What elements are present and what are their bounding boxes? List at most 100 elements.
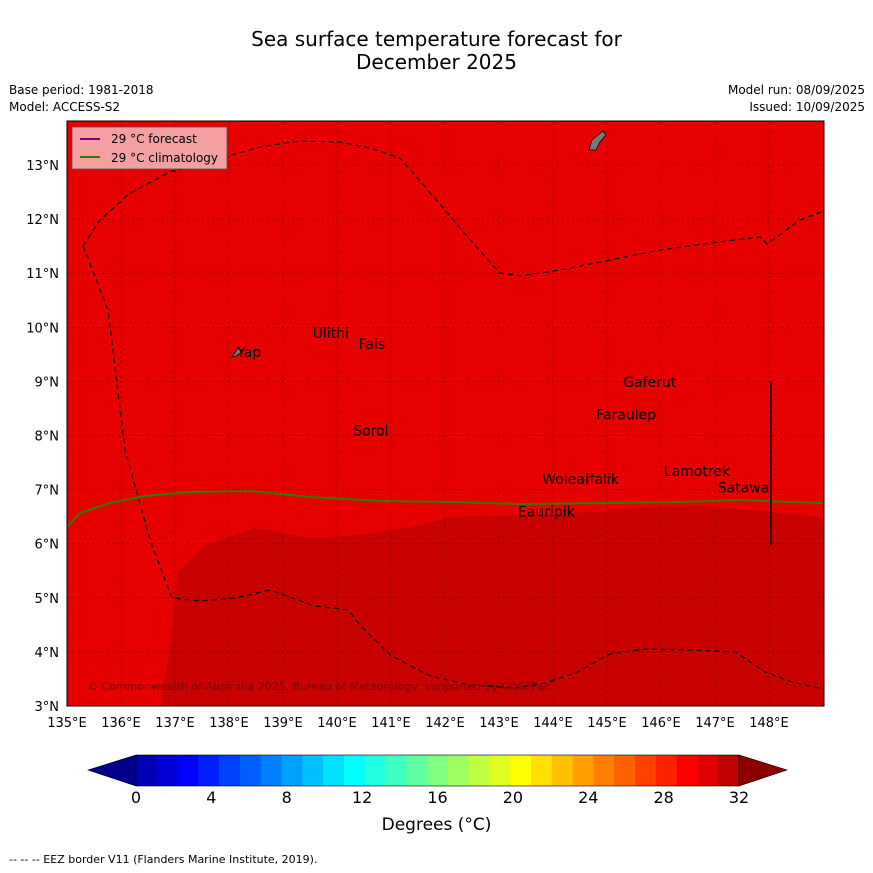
colorbar-segment (468, 755, 490, 786)
warm-sst-region (160, 506, 824, 706)
place-label-fais: Fais (359, 337, 386, 353)
legend-climatology-label: 29 °C climatology (111, 151, 218, 165)
lon-tick-label: 139°E (263, 716, 303, 731)
colorbar-segment (510, 755, 532, 786)
colorbar-segment (406, 755, 428, 786)
colorbar-tick-label: 24 (578, 788, 598, 807)
lat-tick-label: 5°N (35, 592, 60, 607)
lat-tick-label: 11°N (26, 267, 59, 282)
title-line-1: Sea surface temperature forecast for (251, 27, 622, 51)
colorbar-tick-label: 28 (653, 788, 673, 807)
lon-tick-label: 145°E (587, 716, 627, 731)
colorbar-tick-label: 32 (729, 788, 749, 807)
place-label-satawal: Satawal (718, 480, 773, 496)
colorbar-min-arrow (87, 754, 137, 787)
place-label-ifalik: Ifalik (585, 472, 619, 488)
colorbar-segment (531, 755, 553, 786)
lon-tick-label: 140°E (317, 716, 357, 731)
colorbar-segment (364, 755, 386, 786)
model-run: Model run: 08/09/2025 (727, 83, 865, 97)
lat-tick-label: 10°N (26, 321, 59, 336)
colorbar-segment (614, 755, 636, 786)
lon-tick-label: 146°E (641, 716, 681, 731)
latitude-tick-labels: 3°N 4°N 5°N 6°N 7°N 8°N 9°N 10°N 11°N 12°N 13°N (26, 159, 59, 715)
colorbar-segment (136, 755, 158, 786)
climatology-29c-contour (66, 489, 825, 528)
place-labels: Yap Ulithi Fais Gaferut Faraulep Sorol WoleaiI… (236, 326, 773, 521)
lon-tick-label: 136°E (101, 716, 141, 731)
eez-border (82, 245, 825, 690)
colorbar-label: Degrees (°C) (381, 815, 492, 835)
colorbar-segment (323, 755, 345, 786)
lon-tick-label: 143°E (479, 716, 519, 731)
colorbar-segment (718, 755, 740, 786)
lat-tick-label: 9°N (35, 375, 60, 390)
base-period: Base period: 1981-2018 (9, 83, 154, 97)
colorbar-segment (281, 755, 303, 786)
lon-tick-label: 138°E (209, 716, 249, 731)
lat-tick-label: 3°N (35, 700, 60, 715)
footnote: -- -- -- EEZ border V11 (Flanders Marine… (9, 853, 318, 866)
meta-left: Base period: 1981-2018 Model: ACCESS-S2 (9, 82, 154, 116)
lon-tick-label: 144°E (533, 716, 573, 731)
colorbar-tick-label: 12 (352, 788, 372, 807)
lon-tick-label: 147°E (695, 716, 735, 731)
lon-tick-label: 141°E (371, 716, 411, 731)
map-frame (66, 120, 825, 707)
lat-tick-label: 6°N (35, 538, 60, 553)
place-label-sorol: Sorol (353, 424, 388, 440)
lon-tick-label: 137°E (155, 716, 195, 731)
colorbar-segment (655, 755, 677, 786)
colorbar-segment (198, 755, 220, 786)
place-label-lamotrek: Lamotrek (664, 464, 731, 480)
legend-box (71, 126, 228, 170)
place-label-gaferut: Gaferut (623, 375, 677, 391)
lon-tick-label: 148°E (749, 716, 789, 731)
copyright-text: © Commonwealth of Australia 2025, Bureau… (87, 680, 550, 693)
colorbar-tick-label: 8 (282, 788, 292, 807)
issued-date: Issued: 10/09/2025 (749, 100, 865, 114)
colorbar-segment (239, 755, 262, 786)
legend: 29 °C forecast 29 °C climatology (71, 126, 228, 170)
colorbar-segment (489, 755, 511, 786)
colorbar-segment (219, 755, 241, 786)
model-name: Model: ACCESS-S2 (9, 100, 121, 114)
lon-tick-label: 135°E (47, 716, 87, 731)
colorbar-segment (572, 755, 594, 786)
chart-title: Sea surface temperature forecast for Dec… (0, 28, 873, 74)
lon-tick-label: 142°E (425, 716, 465, 731)
colorbar-segment (593, 755, 615, 786)
lat-tick-label: 4°N (35, 646, 60, 661)
lat-tick-label: 7°N (35, 484, 60, 499)
colorbar-tick-label: 16 (427, 788, 447, 807)
colorbar-tick-label: 4 (206, 788, 216, 807)
place-label-yap: Yap (236, 345, 261, 361)
island-yap-shape (231, 347, 243, 358)
colorbar-tick-label: 0 (131, 788, 141, 807)
colorbar-segment (447, 755, 469, 786)
place-label-faraulep: Faraulep (596, 407, 656, 423)
colorbar-segment (676, 755, 698, 786)
lat-tick-label: 13°N (26, 159, 59, 174)
colorbar-segment (177, 755, 199, 786)
longitude-tick-labels: 135°E 136°E 137°E 138°E 139°E 140°E 141°E 142°E… (47, 716, 789, 731)
colorbar (87, 754, 788, 787)
island-guam-shape (588, 130, 607, 151)
colorbar-tick-labels: 0 4 8 12 16 20 24 28 32 (131, 788, 749, 807)
colorbar-segment (551, 755, 573, 786)
lat-tick-label: 8°N (35, 430, 60, 445)
colorbar-max-arrow (738, 754, 788, 787)
colorbar-segment (385, 755, 407, 786)
place-label-woleai: Woleai (542, 472, 589, 488)
legend-forecast-label: 29 °C forecast (111, 132, 197, 146)
colorbar-segment (343, 755, 366, 786)
place-label-ulithi: Ulithi (313, 326, 349, 342)
colorbar-frame (135, 754, 740, 787)
colorbar-segment (697, 755, 719, 786)
colorbar-segment (156, 755, 178, 786)
place-label-eauripik: Eauripik (518, 505, 576, 521)
lat-tick-label: 12°N (26, 213, 59, 228)
colorbar-segment (427, 755, 449, 786)
colorbar-tick-label: 20 (503, 788, 523, 807)
